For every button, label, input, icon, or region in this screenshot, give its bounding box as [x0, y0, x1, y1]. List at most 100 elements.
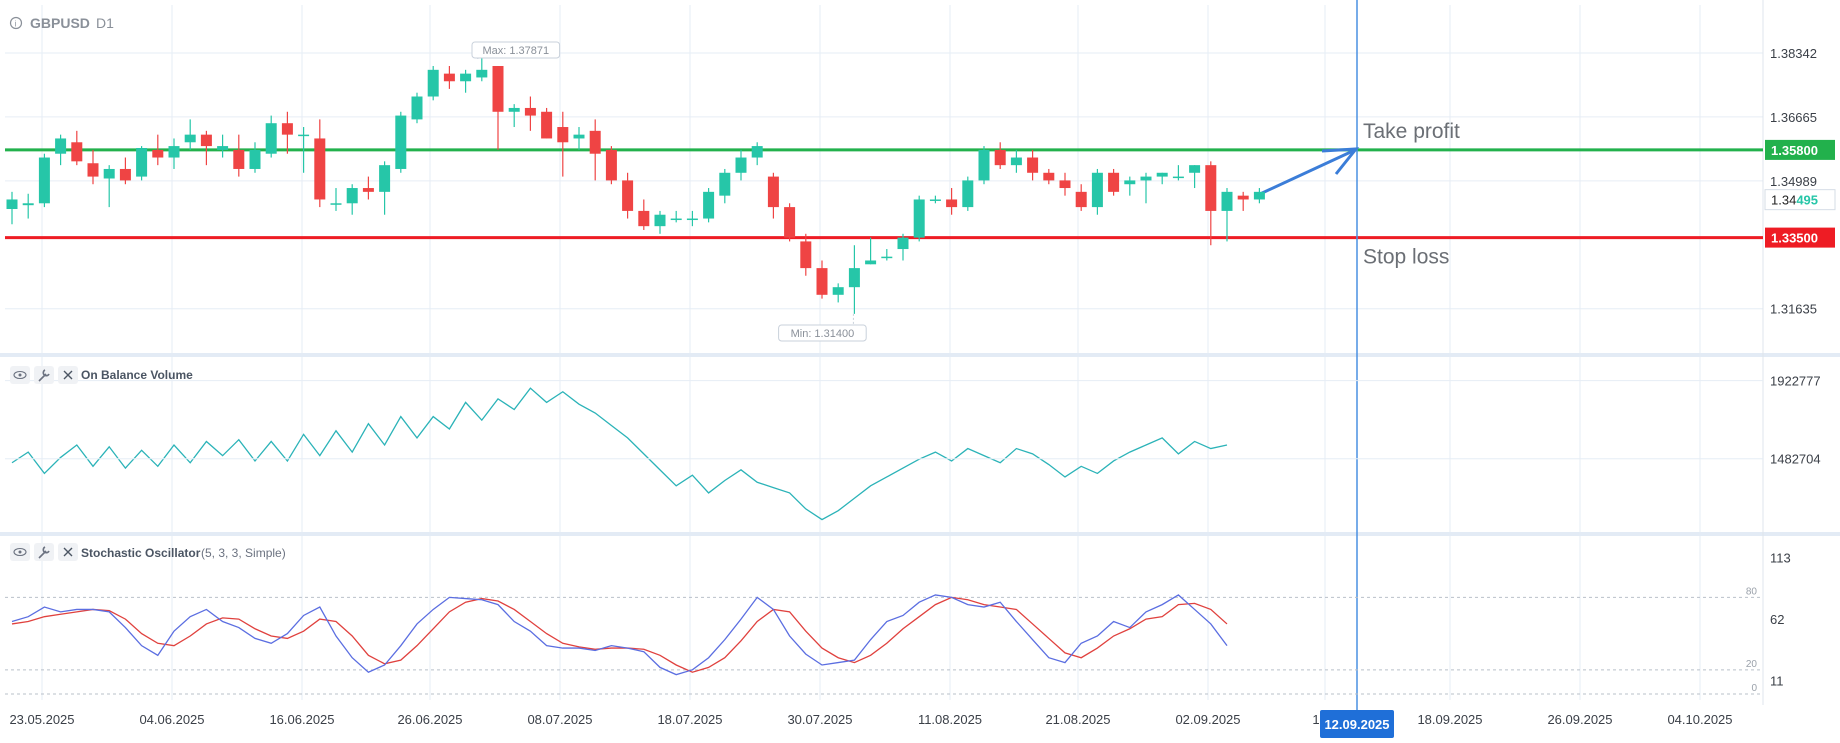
- time-tick-label: 04.06.2025: [139, 712, 204, 727]
- stochastic-level-label: 80: [1746, 586, 1758, 597]
- candle-body: [1043, 172, 1055, 181]
- eye-icon-pupil: [18, 550, 22, 554]
- price-axis: 1.38342 1.36665 1.34989 1.31635 1.35800 1.335…: [1764, 46, 1836, 317]
- candle-body: [848, 268, 860, 288]
- candle-body: [314, 138, 326, 200]
- candle-body: [298, 134, 310, 137]
- info-icon[interactable]: [9, 16, 23, 30]
- candle-body: [832, 287, 844, 295]
- candle-body: [330, 203, 342, 205]
- time-tick-label: 08.07.2025: [527, 712, 592, 727]
- min-label-box: [778, 324, 867, 342]
- stop-loss-price-badge: [1765, 227, 1835, 248]
- time-tick-label: 18.09.2025: [1417, 712, 1482, 727]
- candle-body: [654, 214, 666, 227]
- grid: [0, 0, 1840, 705]
- candlestick-series: Max: 1.37871 Min: 1.31400: [6, 41, 1265, 342]
- stochastic-panel-header: Stochastic Oscillator (5, 3, 3, Simple): [10, 543, 286, 561]
- candle-body: [703, 191, 715, 219]
- price-tick-label: 1.36665: [1770, 110, 1817, 125]
- candle-body: [557, 127, 569, 143]
- chart-header: i GBPUSD D1: [9, 15, 114, 31]
- candle-body: [816, 268, 828, 295]
- candle-body: [152, 149, 164, 158]
- cursor-date-badge: [1320, 710, 1394, 738]
- stop-loss-price: 1.33500: [1771, 231, 1818, 246]
- candle-body: [913, 199, 925, 238]
- trade-levels: Take profit Stop loss: [5, 0, 1763, 712]
- candle-body: [492, 66, 504, 112]
- info-icon-glyph: i: [15, 20, 17, 29]
- time-tick-label: 16.06.2025: [269, 712, 334, 727]
- candle-body: [119, 168, 131, 181]
- candle-body: [589, 130, 601, 154]
- close-icon[interactable]: [63, 370, 73, 380]
- candle-body: [71, 142, 83, 162]
- candle-body: [443, 73, 455, 82]
- candle-body: [670, 218, 682, 221]
- candle-body: [1172, 176, 1184, 179]
- obv-panel-header: On Balance Volume: [10, 366, 193, 384]
- candle-body: [573, 134, 585, 139]
- candle-body: [622, 180, 634, 211]
- time-tick-label: 02.09.2025: [1175, 712, 1240, 727]
- candle-body: [6, 199, 18, 210]
- stochastic-title: Stochastic Oscillator: [81, 546, 201, 560]
- candle-body: [1075, 191, 1087, 208]
- min-label: Min: 1.31400: [791, 328, 855, 340]
- current-price-badge: [1764, 189, 1836, 211]
- candle-body: [200, 134, 212, 147]
- candle-body: [800, 241, 812, 269]
- candle-body: [994, 149, 1006, 166]
- stochastic-d-line: [11, 596, 1228, 673]
- candle-body: [524, 107, 536, 116]
- candle-body: [1237, 195, 1249, 200]
- candle-body: [1108, 172, 1120, 192]
- stochastic-params: (5, 3, 3, Simple): [201, 546, 286, 560]
- stochastic-k-line: [11, 594, 1228, 676]
- time-tick-label: 04.10.2025: [1667, 712, 1732, 727]
- price-tick-label: 1.34989: [1770, 174, 1817, 189]
- take-profit-label: Take profit: [1363, 120, 1460, 143]
- stop-loss-label: Stop loss: [1363, 246, 1449, 269]
- wrench-icon[interactable]: [38, 369, 50, 382]
- time-tick-label: 11.08.2025: [918, 712, 982, 727]
- candle-body: [1059, 180, 1071, 189]
- candle-body: [346, 188, 358, 204]
- obv-title: On Balance Volume: [81, 368, 193, 382]
- candle-body: [38, 157, 50, 204]
- eye-icon[interactable]: [13, 547, 27, 557]
- stochastic-level-label: 0: [1751, 683, 1757, 694]
- candle-body: [508, 107, 520, 112]
- eye-icon[interactable]: [13, 370, 27, 380]
- symbol-label: GBPUSD: [30, 15, 90, 31]
- candle-body: [638, 210, 650, 227]
- close-icon[interactable]: [63, 547, 73, 557]
- max-label-box: [471, 41, 561, 59]
- stochastic-panel: 80 20 0 113 62 11: [5, 551, 1791, 695]
- candle-body: [946, 199, 958, 208]
- take-profit-price: 1.35800: [1771, 143, 1818, 158]
- candle-body: [55, 138, 67, 154]
- candle-body: [395, 115, 407, 169]
- candle-body: [184, 134, 196, 143]
- candle-body: [1221, 191, 1233, 211]
- time-tick-label: 30.07.2025: [787, 712, 852, 727]
- stochastic-tick-label: 62: [1770, 612, 1784, 627]
- stochastic-tick-label: 11: [1770, 674, 1784, 689]
- candle-body: [784, 207, 796, 238]
- timeframe-label: D1: [96, 15, 114, 31]
- stochastic-tick-label: 113: [1770, 551, 1791, 566]
- candle-body: [735, 157, 747, 173]
- candle-body: [1156, 172, 1168, 177]
- candle-body: [1189, 165, 1201, 173]
- time-tick-label: 26.06.2025: [397, 712, 462, 727]
- candle-body: [751, 146, 763, 158]
- wrench-icon[interactable]: [38, 546, 50, 559]
- price-tick-label: 1.31635: [1770, 302, 1817, 317]
- candle-body: [767, 176, 779, 208]
- candle-body: [1205, 165, 1217, 211]
- candle-body: [719, 172, 731, 196]
